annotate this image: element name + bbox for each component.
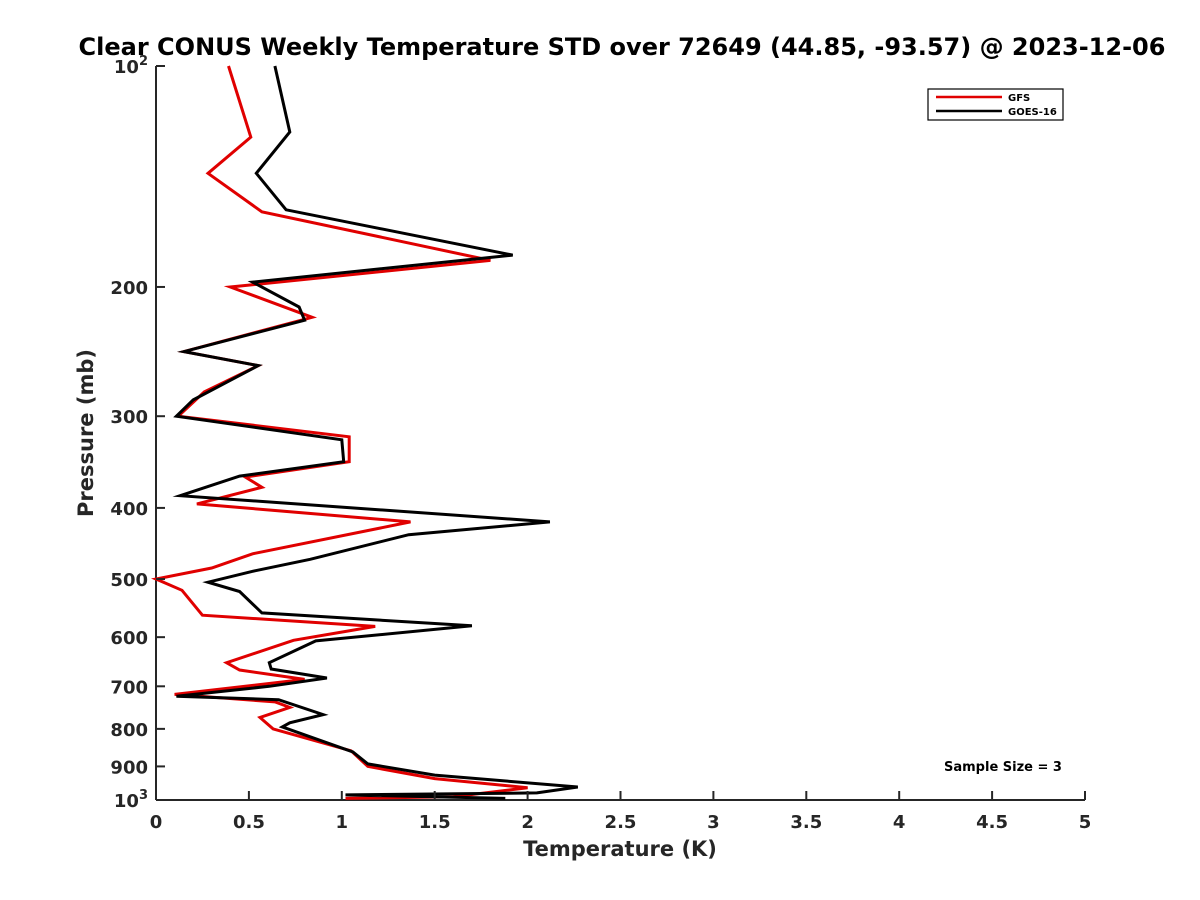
y-tick-label: 400 xyxy=(110,499,148,520)
sample-size-annotation: Sample Size = 3 xyxy=(944,760,1062,775)
legend-label-gfs: GFS xyxy=(1008,93,1030,104)
y-axis-label: Pressure (mb) xyxy=(74,349,98,517)
x-tick-label: 3 xyxy=(707,812,720,833)
y-tick-label: 103 xyxy=(114,788,148,812)
plot-area: 0 0.5 1 1.5 2 2.5 3 3.5 4 4.5 5 102 200 300 400 500 600… xyxy=(110,54,1091,833)
x-tick-label: 0.5 xyxy=(233,812,265,833)
y-tick-label: 800 xyxy=(110,720,148,741)
y-axis-ticks: 102 200 300 400 500 600 700 800 900 103 xyxy=(110,54,165,812)
y-tick-label: 102 xyxy=(114,54,148,78)
chart-title: Clear CONUS Weekly Temperature STD over … xyxy=(79,33,1166,61)
y-tick-label: 600 xyxy=(110,628,148,649)
y-tick-label: 500 xyxy=(110,570,148,591)
y-tick-label: 900 xyxy=(110,757,148,778)
series-line-goes16 xyxy=(172,65,579,800)
y-tick-label: 200 xyxy=(110,278,148,299)
x-tick-label: 0 xyxy=(150,812,163,833)
series-layer xyxy=(150,65,579,800)
x-axis-label: Temperature (K) xyxy=(523,837,717,861)
x-tick-label: 1.5 xyxy=(419,812,451,833)
x-tick-label: 4 xyxy=(893,812,906,833)
legend-label-goes16: GOES-16 xyxy=(1008,107,1057,118)
x-tick-label: 2.5 xyxy=(605,812,637,833)
x-tick-label: 2 xyxy=(521,812,534,833)
x-tick-label: 1 xyxy=(336,812,349,833)
y-tick-label: 300 xyxy=(110,407,148,428)
legend-box xyxy=(927,88,1064,121)
x-tick-label: 3.5 xyxy=(790,812,822,833)
x-tick-label: 4.5 xyxy=(976,812,1008,833)
x-tick-label: 5 xyxy=(1079,812,1092,833)
legend: GFS GOES-16 xyxy=(927,88,1064,121)
x-axis-ticks: 0 0.5 1 1.5 2 2.5 3 3.5 4 4.5 5 xyxy=(150,791,1092,833)
y-tick-label: 700 xyxy=(110,677,148,698)
